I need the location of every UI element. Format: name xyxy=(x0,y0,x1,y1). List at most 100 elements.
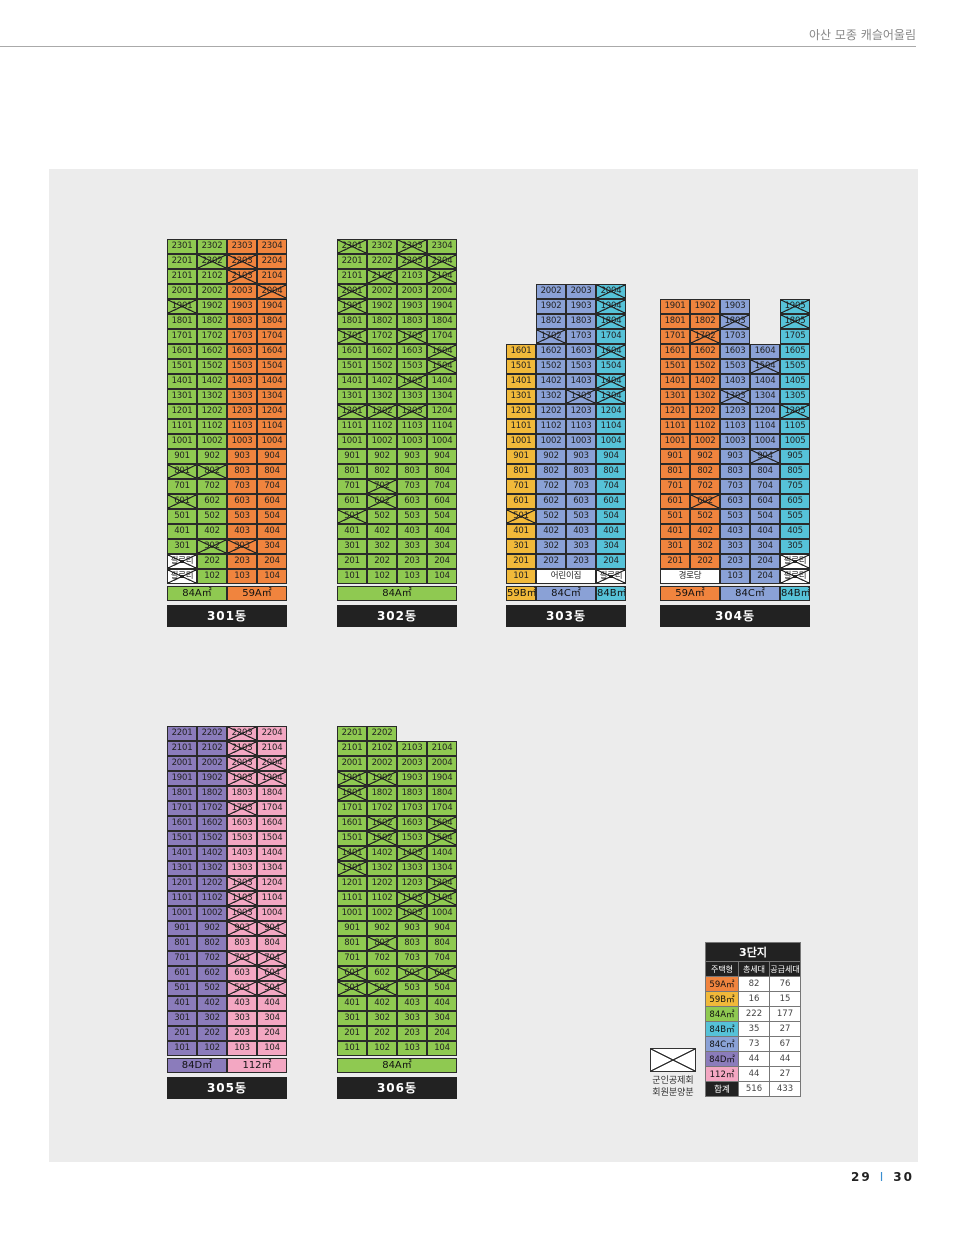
unit-cell: 304 xyxy=(257,1011,287,1026)
unit-cell: 501 xyxy=(506,509,536,524)
unit-cell: 1602 xyxy=(690,344,720,359)
unit-cell: 704 xyxy=(427,479,457,494)
unit-cell: 1701 xyxy=(167,329,197,344)
unit-cell: 802 xyxy=(367,936,397,951)
unit-cell: 1801 xyxy=(337,314,367,329)
building-name-label: 301동 xyxy=(167,605,287,627)
unit-cell: 1101 xyxy=(337,891,367,906)
unit-cell: 202 xyxy=(367,554,397,569)
unit-cell: 1304 xyxy=(750,389,780,404)
unit-cell: 1701 xyxy=(660,329,690,344)
unit-cell: 1804 xyxy=(596,314,626,329)
unit-cell: 1402 xyxy=(367,374,397,389)
unit-cell: 1104 xyxy=(257,419,287,434)
unit-cell: 902 xyxy=(367,921,397,936)
unit-cell: 1701 xyxy=(337,801,367,816)
unit-cell: 필로티 xyxy=(780,569,810,584)
unit-cell: 2103 xyxy=(227,269,257,284)
unit-cell: 905 xyxy=(780,449,810,464)
unit-cell: 402 xyxy=(197,524,227,539)
unit-cell: 1504 xyxy=(427,359,457,374)
unit-cell: 602 xyxy=(197,966,227,981)
unit-cell: 1301 xyxy=(167,389,197,404)
unit-cell: 802 xyxy=(197,464,227,479)
unit-cell: 401 xyxy=(337,996,367,1011)
summary-supply-cell: 27 xyxy=(769,1066,801,1082)
unit-cell: 1203 xyxy=(227,404,257,419)
unit-cell: 101 xyxy=(167,1041,197,1056)
unit-cell: 1004 xyxy=(427,434,457,449)
unit-cell: 1304 xyxy=(596,389,626,404)
building-name-label: 302동 xyxy=(337,605,457,627)
unit-cell: 1801 xyxy=(167,314,197,329)
unit-cell: 701 xyxy=(660,479,690,494)
unit-cell: 401 xyxy=(167,996,197,1011)
unit-cell: 2302 xyxy=(197,239,227,254)
unit-cell: 501 xyxy=(660,509,690,524)
unit-cell: 1502 xyxy=(367,359,397,374)
unit-cell: 1602 xyxy=(367,344,397,359)
summary-supply-cell: 76 xyxy=(769,976,801,992)
unit-cell: 504 xyxy=(257,981,287,996)
unit-cell: 902 xyxy=(367,449,397,464)
unit-cell: 505 xyxy=(780,509,810,524)
unit-cell: 1903 xyxy=(227,771,257,786)
unit-cell: 2201 xyxy=(167,254,197,269)
page-number-left: 29 xyxy=(851,1170,872,1184)
unit-cell: 1903 xyxy=(227,299,257,314)
unit-cell: 2303 xyxy=(227,239,257,254)
unit-cell: 2304 xyxy=(257,239,287,254)
unit-cell: 1501 xyxy=(337,359,367,374)
unit-cell: 1503 xyxy=(397,359,427,374)
unit-cell: 1604 xyxy=(257,816,287,831)
unit-cell: 902 xyxy=(690,449,720,464)
unit-cell: 1904 xyxy=(257,771,287,786)
summary-type-cell: 112㎡ xyxy=(705,1066,739,1082)
unit-cell: 1401 xyxy=(506,374,536,389)
unit-cell: 503 xyxy=(397,509,427,524)
unit-cell: 904 xyxy=(427,449,457,464)
unit-cell: 1603 xyxy=(566,344,596,359)
unit-cell: 1101 xyxy=(506,419,536,434)
unit-cell: 1803 xyxy=(720,314,750,329)
unit-cell: 904 xyxy=(750,449,780,464)
unit-cell: 1401 xyxy=(167,846,197,861)
unit-cell: 1004 xyxy=(750,434,780,449)
unit-cell: 1703 xyxy=(397,801,427,816)
unit-cell: 1705 xyxy=(780,329,810,344)
unit-cell: 1603 xyxy=(397,816,427,831)
unit-cell: 902 xyxy=(197,921,227,936)
page-number-separator: I xyxy=(879,1170,886,1184)
unit-cell: 401 xyxy=(660,524,690,539)
unit-cell: 304 xyxy=(750,539,780,554)
unit-cell: 204 xyxy=(427,554,457,569)
unit-cell: 1505 xyxy=(780,359,810,374)
unit-cell: 1302 xyxy=(197,389,227,404)
unit-cell: 1002 xyxy=(197,434,227,449)
unit-cell: 필로티 xyxy=(167,569,197,584)
unit-cell: 103 xyxy=(227,569,257,584)
unit-cell: 404 xyxy=(427,524,457,539)
unit-cell: 501 xyxy=(167,509,197,524)
unit-cell: 202 xyxy=(197,554,227,569)
unit-cell: 1002 xyxy=(367,906,397,921)
building-name-label: 306동 xyxy=(337,1077,457,1099)
unit-cell: 2001 xyxy=(167,284,197,299)
unit-cell: 501 xyxy=(167,981,197,996)
unit-type-label: 112㎡ xyxy=(227,1058,287,1073)
unit-cell: 1002 xyxy=(690,434,720,449)
unit-cell: 603 xyxy=(227,966,257,981)
unit-cell: 1603 xyxy=(720,344,750,359)
unit-cell: 1503 xyxy=(397,831,427,846)
summary-row: 59A㎡ 82 76 xyxy=(705,976,801,992)
unit-cell: 604 xyxy=(750,494,780,509)
unit-cell: 2104 xyxy=(257,741,287,756)
unit-cell: 601 xyxy=(167,494,197,509)
unit-type-label: 84B㎡ xyxy=(780,586,810,601)
unit-cell: 1301 xyxy=(506,389,536,404)
unit-type-label: 59B㎡ xyxy=(506,586,536,601)
unit-cell: 702 xyxy=(367,951,397,966)
unit-cell: 502 xyxy=(367,509,397,524)
unit-cell: 1803 xyxy=(227,786,257,801)
summary-row: 합계 516 433 xyxy=(705,1081,801,1097)
